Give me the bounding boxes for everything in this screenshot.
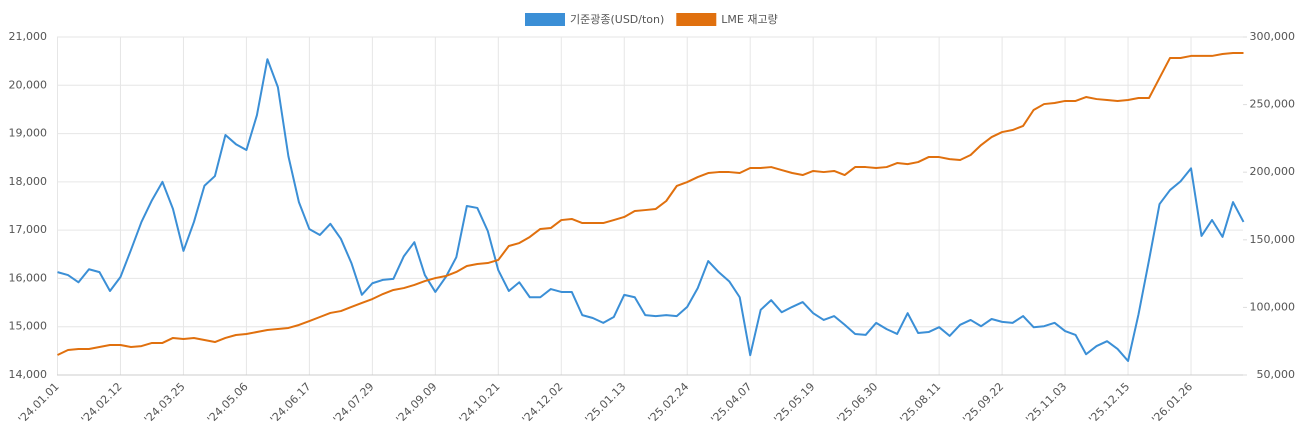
x-tick-label: '25.05.19: [771, 380, 817, 426]
x-tick-label: '25.09.22: [960, 380, 1006, 426]
y-tick-label: 15,000: [9, 320, 48, 333]
y-tick-label: 17,000: [9, 223, 48, 236]
x-tick-label: '24.10.21: [457, 380, 503, 426]
legend-swatch: [525, 13, 565, 26]
x-tick-label: '24.09.09: [394, 380, 440, 426]
x-tick-label: '25.06.30: [834, 380, 880, 426]
legend: 기준광종(USD/ton) LME 재고량: [525, 13, 778, 26]
y-tick-label: 14,000: [9, 368, 48, 381]
x-tick-label: '25.11.03: [1023, 380, 1069, 426]
y2-tick-label: 300,000: [1250, 30, 1296, 43]
y-tick-label: 20,000: [9, 78, 48, 91]
x-tick-label: '25.02.24: [646, 380, 692, 426]
y2-tick-label: 150,000: [1250, 233, 1296, 246]
line-series: [57, 51, 1244, 356]
legend-label: 기준광종(USD/ton): [570, 13, 664, 26]
x-tick-label: '26.01.26: [1149, 380, 1195, 426]
y-tick-label: 21,000: [9, 30, 48, 43]
x-tick-label: '24.06.17: [268, 380, 314, 426]
x-tick-label: '24.03.25: [142, 380, 188, 426]
y2-tick-label: 100,000: [1250, 300, 1296, 313]
legend-swatch: [676, 13, 717, 26]
line-series: [57, 58, 1245, 362]
x-tick-label: '25.08.11: [897, 380, 943, 426]
y-tick-label: 18,000: [9, 175, 48, 188]
x-tick-label: '24.02.12: [79, 380, 125, 426]
x-tick-label: '24.01.01: [16, 380, 62, 426]
y2-tick-label: 200,000: [1250, 165, 1296, 178]
x-tick-label: '25.01.13: [583, 380, 629, 426]
y2-tick-label: 250,000: [1250, 98, 1296, 111]
x-tick-label: '25.12.15: [1086, 380, 1132, 426]
x-tick-label: '24.12.02: [520, 380, 566, 426]
x-tick-label: '24.05.06: [205, 380, 251, 426]
x-tick-label: '25.04.07: [708, 380, 754, 426]
y-tick-label: 19,000: [9, 127, 48, 140]
y-tick-label: 16,000: [9, 271, 48, 284]
legend-label: LME 재고량: [721, 13, 777, 26]
x-tick-label: '24.07.29: [331, 380, 377, 426]
y2-tick-label: 50,000: [1257, 368, 1296, 381]
